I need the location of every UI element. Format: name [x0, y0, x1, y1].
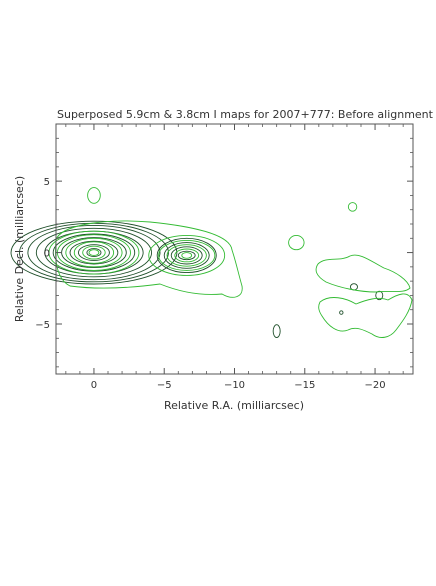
plot-axes: 0 −5 −10 −15 −20 5 0 −5: [35, 123, 414, 391]
contour-level-map-5-9cm: [52, 233, 136, 272]
plot-frame: [55, 123, 414, 375]
contour-level-map-3-8cm: [158, 239, 216, 271]
contour-level-map-3-8cm: [288, 234, 305, 251]
contour-level-map-3-8cm: [148, 234, 226, 276]
contour-outline-3-8cm-east-plateau: [315, 254, 411, 293]
contour-level-map-5-9cm: [78, 244, 110, 261]
contour-outline-3-8cm-jet: [55, 220, 243, 298]
x-axis-label: Relative R.A. (milliarcsec): [164, 399, 304, 412]
contour-level-map-3-8cm: [166, 244, 207, 267]
x-tick-label: 0: [91, 380, 97, 391]
contour-level-map-5-9cm: [339, 310, 344, 315]
contour-level-map-5-9cm: [163, 242, 210, 269]
x-tick-label: −15: [294, 380, 315, 391]
contour-level-map-3-8cm: [87, 187, 101, 204]
contour-level-map-5-9cm: [27, 224, 161, 281]
contour-level-map-5-9cm: [375, 290, 384, 301]
y-tick-label: 0: [44, 249, 50, 260]
x-tick-label: −20: [364, 380, 385, 391]
contour-level-map-3-8cm: [73, 241, 115, 264]
contour-level-map-3-8cm: [56, 234, 131, 271]
contour-level-map-5-9cm: [156, 237, 217, 274]
contour-layer: [10, 187, 384, 339]
y-tick-label: −5: [35, 320, 50, 331]
x-tick-label: −10: [224, 380, 245, 391]
x-ticks: 0 −5 −10 −15 −20: [65, 124, 404, 391]
contour-level-map-3-8cm: [181, 252, 193, 259]
contour-level-map-3-8cm: [48, 230, 140, 275]
y-ticks: 5 0 −5: [35, 137, 413, 368]
contour-level-map-5-9cm: [69, 240, 119, 265]
x-tick-label: −5: [157, 380, 172, 391]
contour-level-map-3-8cm: [65, 237, 123, 268]
contour-level-map-5-9cm: [170, 246, 203, 265]
y-tick-label: 5: [44, 177, 50, 188]
y-axis-label: Relative Decl. (milliarcsec): [13, 176, 26, 322]
contour-level-map-5-9cm: [10, 220, 178, 285]
contour-level-map-5-9cm: [86, 248, 102, 258]
emission-3-8cm-extended: [55, 220, 413, 338]
contour-level-map-5-9cm: [272, 324, 281, 339]
chart-title: Superposed 5.9cm & 3.8cm I maps for 2007…: [57, 108, 434, 121]
contour-level-map-5-9cm: [19, 222, 169, 283]
contour-level-map-3-8cm: [82, 245, 106, 260]
contour-level-map-5-9cm: [177, 250, 196, 261]
contour-level-map-3-8cm: [88, 249, 100, 256]
contour-level-map-3-8cm: [347, 202, 358, 212]
contour-level-map-5-9cm: [35, 227, 153, 278]
contour-outline-3-8cm-east-lobe: [318, 293, 413, 338]
contour-level-map-3-8cm: [174, 248, 200, 263]
